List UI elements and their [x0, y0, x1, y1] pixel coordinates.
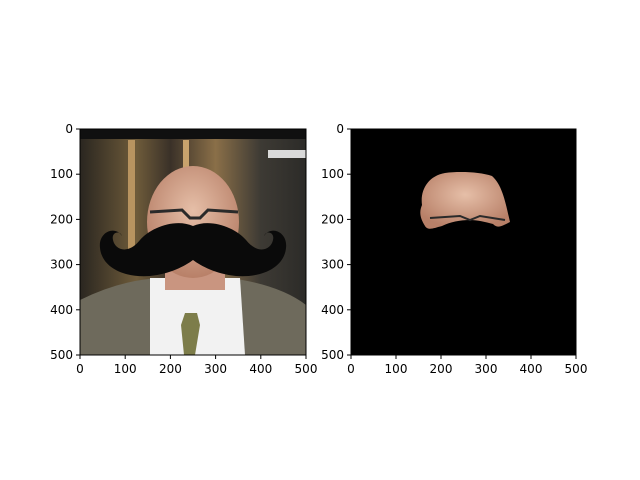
right-ytick-label: 200 — [321, 212, 344, 226]
left-xtick-label: 300 — [204, 362, 227, 376]
left-photo — [80, 129, 306, 355]
right-photo — [351, 129, 576, 355]
left-ytick-label: 0 — [65, 122, 73, 136]
left-ytick-label: 200 — [50, 212, 73, 226]
right-xtick-label: 300 — [475, 362, 498, 376]
right-xtick-label: 0 — [347, 362, 355, 376]
right-xtick-label: 500 — [565, 362, 588, 376]
left-axes-frame — [79, 128, 307, 356]
left-ytick-label: 300 — [50, 258, 73, 272]
left-ytick-label: 500 — [50, 348, 73, 362]
right-axes-frame — [350, 128, 577, 356]
left-xtick-label: 400 — [249, 362, 272, 376]
right-ytick-label: 100 — [321, 167, 344, 181]
mustache-overlay — [99, 223, 287, 277]
right-ytick-label: 500 — [321, 348, 344, 362]
left-ytick-label: 100 — [50, 167, 73, 181]
right-ytick-label: 300 — [321, 258, 344, 272]
right-xtick-label: 100 — [385, 362, 408, 376]
left-xtick-label: 500 — [295, 362, 318, 376]
right-ytick-label: 0 — [336, 122, 344, 136]
masked-forehead — [420, 172, 510, 229]
left-ytick-label: 400 — [50, 303, 73, 317]
right-xtick-label: 200 — [430, 362, 453, 376]
left-xtick-label: 0 — [76, 362, 84, 376]
right-xtick-label: 400 — [520, 362, 543, 376]
left-xtick-label: 200 — [159, 362, 182, 376]
left-xtick-label: 100 — [114, 362, 137, 376]
right-ytick-label: 400 — [321, 303, 344, 317]
